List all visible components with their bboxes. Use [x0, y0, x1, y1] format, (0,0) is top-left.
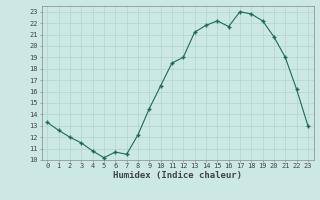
X-axis label: Humidex (Indice chaleur): Humidex (Indice chaleur) — [113, 171, 242, 180]
